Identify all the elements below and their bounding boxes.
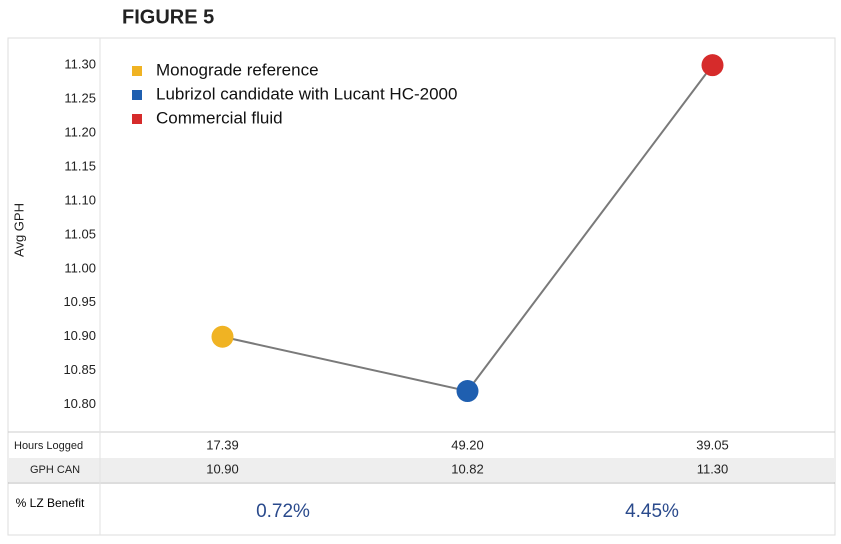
row-label: Hours Logged (14, 440, 83, 452)
legend-label: Commercial fluid (156, 108, 283, 127)
y-tick-label: 11.15 (64, 158, 96, 173)
benefit-value: 4.45% (625, 501, 679, 522)
row-label: GPH CAN (30, 464, 80, 476)
point (456, 380, 479, 403)
legend-swatch (132, 114, 142, 124)
y-tick-label: 11.25 (64, 91, 96, 106)
table-cell: 39.05 (696, 437, 729, 452)
legend-label: Monograde reference (156, 60, 319, 79)
table-cell: 11.30 (697, 461, 729, 476)
point (701, 54, 724, 77)
y-tick-label: 10.90 (63, 328, 96, 343)
y-tick-label: 11.10 (64, 192, 96, 207)
row-shade (8, 458, 835, 482)
y-tick-label: 11.00 (64, 260, 96, 275)
y-tick-label: 10.85 (63, 362, 96, 377)
benefit-value: 0.72% (256, 501, 310, 522)
legend-swatch (132, 90, 142, 100)
legend-swatch (132, 66, 142, 76)
table-cell: 17.39 (206, 437, 239, 452)
benefit-label: % LZ Benefit (15, 496, 85, 510)
y-tick-label: 11.20 (64, 124, 96, 139)
y-tick-label: 11.05 (64, 226, 96, 241)
table-cell: 49.20 (451, 437, 484, 452)
point (211, 325, 234, 348)
table-cell: 10.82 (451, 461, 484, 476)
figure-title: FIGURE 5 (122, 6, 214, 28)
y-tick-label: 10.95 (63, 294, 96, 309)
table-cell: 10.90 (206, 461, 239, 476)
y-axis-title: Avg GPH (11, 203, 26, 257)
y-tick-label: 10.80 (63, 396, 96, 411)
benefit-label-box: % LZ Benefit (15, 496, 85, 510)
legend-label: Lubrizol candidate with Lucant HC-2000 (156, 84, 457, 103)
y-tick-label: 11.30 (64, 57, 96, 72)
frame (7, 37, 836, 536)
